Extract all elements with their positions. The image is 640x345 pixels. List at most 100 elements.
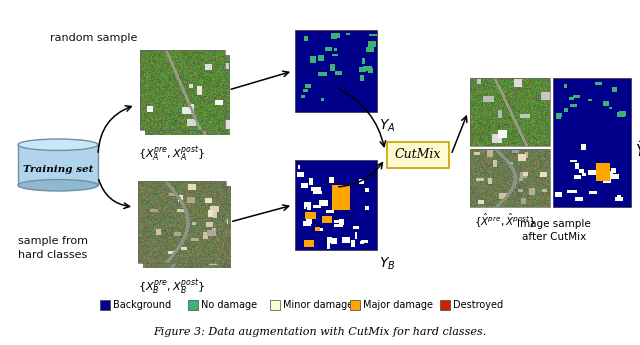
- Bar: [366, 47, 374, 52]
- Bar: [323, 216, 332, 223]
- Bar: [361, 239, 367, 243]
- Text: $Y_A$: $Y_A$: [379, 118, 396, 135]
- Bar: [319, 200, 328, 206]
- Bar: [573, 95, 580, 98]
- Bar: [618, 112, 625, 117]
- Bar: [358, 67, 365, 71]
- Bar: [470, 78, 550, 146]
- Bar: [570, 160, 577, 162]
- Text: $Y_B$: $Y_B$: [379, 256, 396, 273]
- Bar: [140, 50, 225, 130]
- Bar: [553, 78, 631, 207]
- Bar: [138, 181, 226, 263]
- Text: Training set: Training set: [23, 166, 93, 175]
- Bar: [316, 227, 320, 231]
- Bar: [359, 179, 364, 185]
- Bar: [333, 220, 340, 223]
- Bar: [367, 66, 372, 70]
- Bar: [331, 36, 337, 39]
- Bar: [440, 300, 450, 310]
- Text: Major damage: Major damage: [363, 300, 433, 310]
- Bar: [365, 188, 369, 193]
- Text: sample from
hard classes: sample from hard classes: [18, 236, 88, 259]
- Bar: [589, 190, 597, 195]
- Bar: [369, 41, 376, 47]
- Bar: [355, 232, 356, 239]
- Bar: [337, 196, 341, 199]
- Bar: [362, 58, 365, 63]
- Bar: [188, 300, 198, 310]
- Text: random sample: random sample: [50, 33, 138, 43]
- Bar: [18, 145, 98, 185]
- Bar: [318, 72, 326, 76]
- Bar: [567, 190, 577, 193]
- Bar: [612, 87, 617, 92]
- Bar: [610, 174, 619, 179]
- Bar: [333, 224, 343, 227]
- Bar: [304, 202, 311, 207]
- Bar: [574, 175, 581, 179]
- Bar: [321, 98, 324, 101]
- Bar: [298, 172, 303, 177]
- Bar: [365, 206, 369, 210]
- Bar: [617, 195, 621, 198]
- Bar: [302, 183, 308, 187]
- Bar: [298, 165, 300, 169]
- Text: Minor damage: Minor damage: [283, 300, 353, 310]
- Bar: [575, 164, 579, 169]
- Bar: [330, 65, 333, 70]
- Bar: [301, 95, 305, 98]
- Bar: [307, 204, 311, 210]
- Bar: [305, 205, 307, 209]
- Bar: [306, 219, 312, 224]
- Bar: [575, 197, 584, 201]
- Bar: [588, 170, 596, 175]
- Bar: [564, 108, 568, 112]
- Bar: [330, 238, 337, 244]
- Bar: [620, 111, 627, 116]
- Bar: [330, 64, 335, 71]
- Text: Image sample
after CutMix: Image sample after CutMix: [517, 219, 591, 242]
- Bar: [579, 169, 584, 173]
- Bar: [326, 243, 330, 249]
- Bar: [303, 240, 314, 247]
- Bar: [609, 107, 612, 109]
- Bar: [556, 115, 561, 119]
- Bar: [570, 104, 577, 107]
- Bar: [309, 180, 314, 185]
- Bar: [332, 54, 338, 56]
- Bar: [295, 160, 377, 250]
- Bar: [564, 84, 568, 88]
- Bar: [317, 228, 323, 231]
- Bar: [588, 99, 592, 101]
- Bar: [318, 55, 324, 61]
- Bar: [332, 33, 340, 38]
- Bar: [301, 183, 308, 188]
- Text: $\hat{Y}$: $\hat{Y}$: [635, 138, 640, 160]
- Bar: [313, 205, 321, 208]
- Ellipse shape: [18, 179, 98, 191]
- Bar: [303, 89, 308, 92]
- Bar: [602, 101, 609, 107]
- Bar: [303, 221, 311, 226]
- Bar: [470, 149, 550, 207]
- Bar: [333, 187, 340, 191]
- Bar: [369, 34, 378, 37]
- Bar: [311, 187, 321, 191]
- Bar: [607, 176, 610, 180]
- Bar: [582, 173, 586, 176]
- Bar: [309, 178, 312, 185]
- Text: $\{X_B^{pre}, X_B^{post}\}$: $\{X_B^{pre}, X_B^{post}\}$: [138, 277, 206, 297]
- Bar: [335, 71, 342, 75]
- Bar: [581, 144, 586, 150]
- Bar: [314, 190, 322, 194]
- Text: Destroyed: Destroyed: [453, 300, 503, 310]
- Bar: [615, 197, 623, 201]
- Bar: [595, 82, 602, 85]
- Bar: [339, 219, 344, 225]
- Bar: [607, 171, 613, 175]
- Text: CutMix: CutMix: [395, 148, 441, 161]
- Bar: [342, 237, 350, 243]
- Bar: [310, 56, 316, 63]
- Bar: [603, 179, 611, 183]
